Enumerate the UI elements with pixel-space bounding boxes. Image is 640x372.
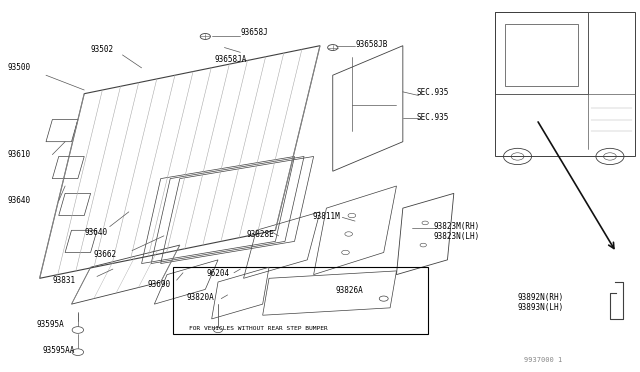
Text: 93820A: 93820A [187,293,214,302]
Text: 93823N(LH): 93823N(LH) [433,232,479,241]
Text: 93658JB: 93658JB [355,41,387,49]
Text: 93662: 93662 [94,250,117,259]
Text: 9937000 1: 9937000 1 [524,356,562,363]
Text: 93502: 93502 [91,45,114,54]
Text: 93831: 93831 [52,276,76,285]
Text: 96204: 96204 [207,269,230,278]
Text: 93893N(LH): 93893N(LH) [518,302,564,312]
Text: 93640: 93640 [8,196,31,205]
Text: 93658J: 93658J [241,28,268,37]
Text: 93811M: 93811M [312,212,340,221]
Text: SEC.935: SEC.935 [417,113,449,122]
Text: 93826A: 93826A [336,286,364,295]
Text: 93640: 93640 [84,228,108,237]
Text: 93690: 93690 [148,280,171,289]
Text: 93828E: 93828E [246,230,275,239]
Text: FOR VEHICLES WITHOUT REAR STEP BUMPER: FOR VEHICLES WITHOUT REAR STEP BUMPER [189,326,328,331]
Text: SEC.935: SEC.935 [417,89,449,97]
Text: 93595AA: 93595AA [43,346,75,355]
Text: 93892N(RH): 93892N(RH) [518,293,564,302]
Text: 93595A: 93595A [36,320,64,329]
Text: 93610: 93610 [8,150,31,159]
Text: 93823M(RH): 93823M(RH) [433,222,479,231]
Text: 93500: 93500 [8,63,31,72]
Bar [173,267,428,334]
Text: 93658JA: 93658JA [215,55,247,64]
